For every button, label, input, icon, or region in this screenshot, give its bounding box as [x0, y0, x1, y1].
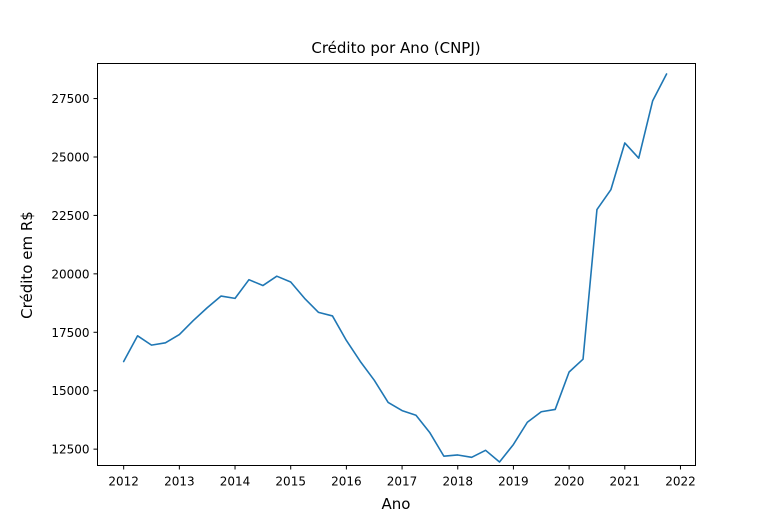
y-tick-label: 15000 — [51, 384, 89, 398]
x-tick-label: 2016 — [331, 475, 362, 489]
x-axis-ticks: 2012 2013 2014 2015 2016 2017 2018 2019 2020 2021… — [108, 465, 696, 489]
series-line — [122, 73, 668, 463]
x-tick-label: 2020 — [554, 475, 585, 489]
y-axis-label: Crédito em R$ — [18, 211, 36, 319]
y-tick-label: 25000 — [51, 150, 89, 164]
x-tick-label: 2019 — [498, 475, 529, 489]
x-tick-label: 2015 — [275, 475, 306, 489]
x-tick-label: 2013 — [164, 475, 195, 489]
x-tick-label: 2018 — [442, 475, 473, 489]
x-tick-label: 2017 — [387, 475, 418, 489]
y-axis-ticks: 12500 15000 17500 20000 22500 25000 27500 — [51, 92, 98, 457]
x-tick-label: 2021 — [610, 475, 641, 489]
x-tick-label: 2022 — [665, 475, 696, 489]
chart-title: Crédito por Ano (CNPJ) — [311, 39, 480, 57]
y-tick-label: 20000 — [51, 267, 89, 281]
y-tick-label: 27500 — [51, 92, 89, 106]
x-tick-label: 2014 — [220, 475, 251, 489]
y-tick-label: 12500 — [51, 443, 89, 457]
plot-area-frame — [97, 63, 696, 466]
x-axis-label: Ano — [382, 495, 411, 513]
y-tick-label: 17500 — [51, 326, 89, 340]
x-tick-label: 2012 — [108, 475, 139, 489]
y-tick-label: 22500 — [51, 209, 89, 223]
